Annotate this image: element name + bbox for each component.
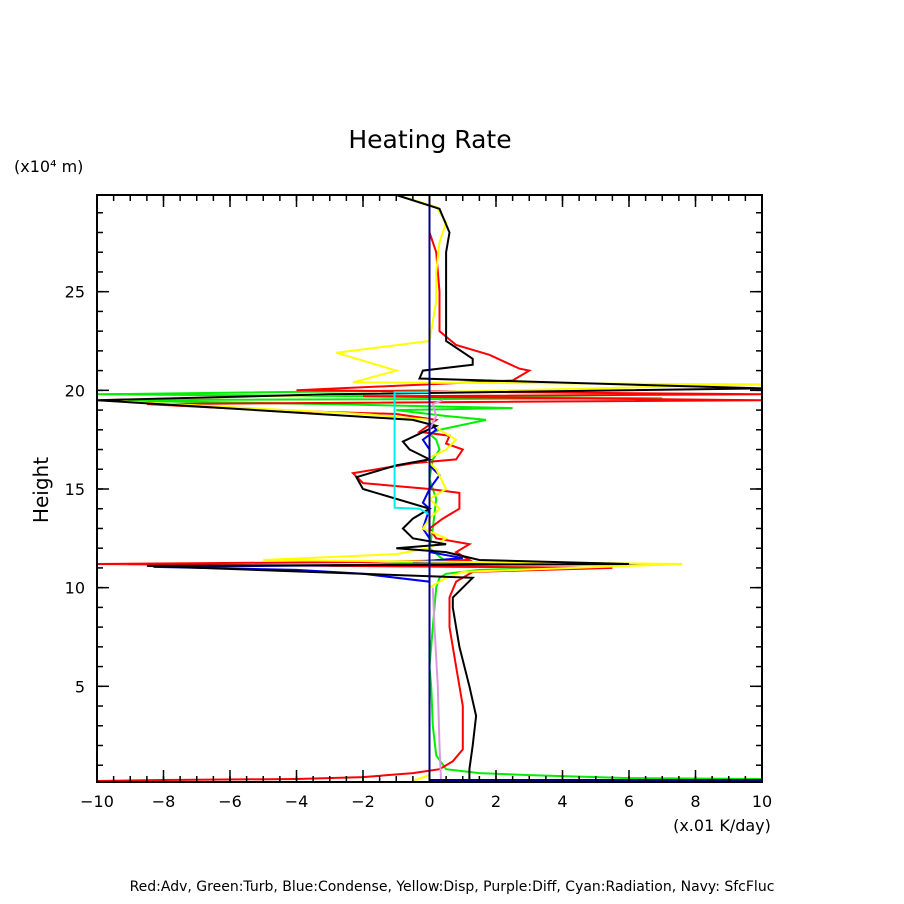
y-axis-title: Height bbox=[29, 457, 53, 523]
series-line-disp bbox=[97, 195, 762, 782]
series-line-diff-upper bbox=[428, 399, 444, 431]
x-tick-label: 4 bbox=[557, 792, 567, 811]
y-tick-label: 5 bbox=[75, 677, 85, 696]
x-tick-label: −10 bbox=[80, 792, 114, 811]
x-tick-label: 2 bbox=[491, 792, 501, 811]
y-tick-label: 15 bbox=[65, 480, 85, 499]
x-tick-label: −4 bbox=[285, 792, 309, 811]
x-tick-label: −8 bbox=[152, 792, 176, 811]
x-tick-label: 10 bbox=[752, 792, 772, 811]
series-line-diff bbox=[431, 587, 443, 782]
x-tick-label: −2 bbox=[351, 792, 375, 811]
chart-title: Heating Rate bbox=[348, 125, 511, 154]
plot-frame bbox=[96, 194, 763, 783]
series-layer bbox=[97, 195, 762, 782]
x-tick-label: 0 bbox=[424, 792, 434, 811]
series-line-radiation bbox=[393, 391, 431, 516]
series-line-turb bbox=[97, 195, 762, 780]
y-tick-label: 20 bbox=[65, 381, 85, 400]
y-unit-label: (x10⁴ m) bbox=[14, 157, 83, 176]
x-tick-label: 6 bbox=[624, 792, 634, 811]
series-line-total bbox=[97, 195, 762, 781]
legend-text: Red:Adv, Green:Turb, Blue:Condense, Yell… bbox=[130, 879, 775, 895]
x-tick-label: −6 bbox=[218, 792, 242, 811]
x-axis-unit-label: (x.01 K/day) bbox=[673, 816, 771, 835]
series-line-adv bbox=[97, 195, 762, 782]
y-tick-label: 25 bbox=[65, 283, 85, 302]
y-tick-label: 10 bbox=[65, 579, 85, 598]
x-tick-label: 8 bbox=[690, 792, 700, 811]
tick-label-layer: −10 −8 −6 −4 −2 0 2 4 6 8 10 5 10 15 20 25 bbox=[65, 283, 773, 811]
series-line-condense bbox=[153, 195, 646, 782]
